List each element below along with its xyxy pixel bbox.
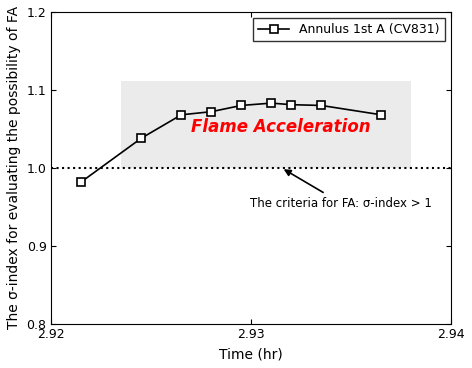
Annulus 1st A (CV831)	[138, 136, 144, 140]
X-axis label: Time (hr): Time (hr)	[219, 347, 283, 361]
Annulus 1st A (CV831)	[269, 101, 274, 105]
Annulus 1st A (CV831)	[319, 103, 324, 108]
Line: Annulus 1st A (CV831): Annulus 1st A (CV831)	[77, 99, 385, 185]
Text: The criteria for FA: σ-index > 1: The criteria for FA: σ-index > 1	[250, 170, 432, 210]
Annulus 1st A (CV831)	[178, 113, 184, 117]
Annulus 1st A (CV831)	[288, 102, 294, 107]
Annulus 1st A (CV831)	[238, 103, 244, 108]
Text: Flame Acceleration: Flame Acceleration	[192, 118, 371, 136]
Annulus 1st A (CV831)	[209, 109, 214, 114]
Annulus 1st A (CV831)	[379, 113, 384, 117]
Annulus 1st A (CV831)	[78, 180, 84, 184]
Bar	[121, 81, 411, 168]
Legend: Annulus 1st A (CV831): Annulus 1st A (CV831)	[253, 18, 445, 41]
Y-axis label: The σ-index for evaluating the possibility of FA: The σ-index for evaluating the possibili…	[7, 6, 21, 329]
